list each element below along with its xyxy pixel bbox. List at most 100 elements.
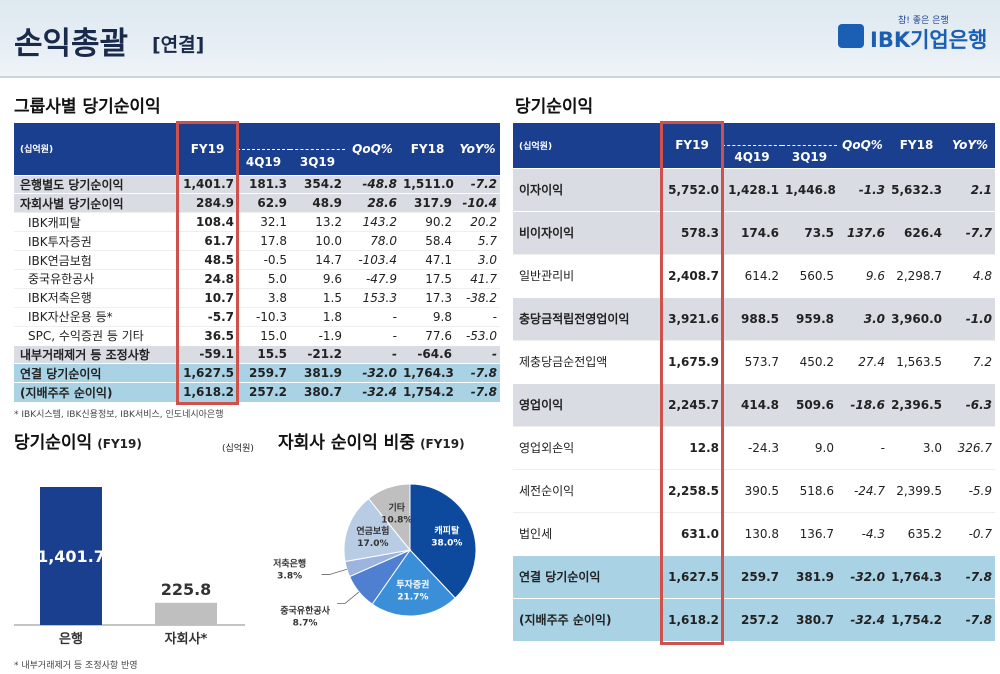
table-cell: -47.9	[365, 271, 397, 286]
table-cell: -32.4	[362, 385, 397, 400]
row-label: 세전순이익	[519, 484, 575, 498]
column-group	[722, 123, 837, 146]
table-cell: 17.3	[425, 290, 452, 305]
table-cell: -7.7	[965, 225, 992, 240]
table-cell: 28.6	[367, 196, 397, 211]
table-cell: 27.4	[858, 354, 885, 369]
table-cell: 36.5	[204, 328, 234, 343]
table-cell: 2,408.7	[668, 268, 719, 283]
table-cell: 143.2	[362, 215, 397, 230]
table-row: 충당금적립전영업이익 3,921.6 988.5 959.8 3.0 3,960.0 -1.…	[513, 297, 995, 340]
unit: (십억원)	[513, 123, 662, 168]
table-cell: -24.3	[747, 440, 779, 455]
table-cell: 13.2	[315, 215, 342, 230]
table-cell: 90.2	[425, 215, 452, 230]
column-header: FY19	[178, 123, 237, 175]
table-cell: 257.2	[741, 612, 779, 627]
table-cell: -59.1	[199, 347, 234, 362]
table-cell: -	[880, 440, 885, 455]
table-cell: 130.8	[744, 526, 779, 541]
category-label: 은행	[59, 631, 83, 647]
row-label: 일반관리비	[519, 269, 575, 283]
pie-slice	[343, 497, 411, 563]
table-row: 이자이익 5,752.0 1,428.1 1,446.8 -1.3 5,632.3 2.1	[513, 168, 995, 211]
slice-label: 중국유한공사	[280, 604, 330, 616]
row-label: 영업외손익	[519, 441, 575, 455]
table-row: (지배주주 순이익) 1,618.2 257.2 380.7 -32.4 1,754.2 -…	[14, 382, 500, 402]
table-cell: 635.2	[907, 526, 942, 541]
table-row: 세전순이익 2,258.5 390.5 518.6 -24.7 2,399.5 -5.9	[513, 469, 995, 512]
table-cell: 9.0	[814, 440, 834, 455]
bar-value-label: 1,401.7	[37, 547, 105, 566]
column-header: 4Q19	[237, 149, 290, 175]
charts: 1,401.7 은행 225.8 자회사* 캐피탈 38.0% 투자증권 21.7% 중국유한공…	[14, 483, 477, 647]
table-row: 내부거래제거 등 조정사항 -59.1 15.5 -21.2 - -64.6 -	[14, 345, 500, 364]
table-cell: 58.4	[425, 234, 452, 249]
slice-value-label: 38.0%	[431, 538, 462, 548]
table-cell: 1,754.2	[403, 385, 454, 400]
header-row: (십억원) FY19 QoQ% FY18 YoY%	[14, 123, 500, 175]
table-cell: 614.2	[744, 268, 779, 283]
table-cell: 137.6	[847, 225, 885, 240]
table-cell: 988.5	[741, 311, 779, 326]
page-subtitle: [연결]	[152, 34, 205, 56]
leader-line	[321, 568, 347, 575]
table-cell: 1,627.5	[183, 366, 234, 381]
table-cell: 17.8	[260, 234, 287, 249]
table-row: 연결 당기순이익 1,627.5 259.7 381.9 -32.0 1,764.3 -7.…	[513, 555, 995, 598]
table-cell: 2,258.5	[668, 483, 719, 498]
table-cell: -24.7	[853, 483, 885, 498]
table-cell: 631.0	[681, 526, 719, 541]
table-cell: -32.0	[850, 569, 885, 584]
table-cell: 2,298.7	[896, 268, 942, 283]
pie-slice	[409, 483, 477, 599]
table-cell: 5.7	[477, 234, 497, 249]
table-cell: 12.8	[689, 440, 719, 455]
table-cell: 108.4	[196, 215, 234, 230]
table-cell: 3.0	[477, 253, 497, 267]
table-cell: 1,675.9	[668, 354, 719, 369]
table-cell: 518.6	[799, 483, 834, 498]
table-cell: 20.2	[470, 215, 497, 230]
table-cell: 259.7	[741, 569, 779, 584]
slice-label: 기타	[389, 502, 406, 514]
table-row: IBK투자증권 61.7 17.8 10.0 78.0 58.4 5.7	[14, 231, 500, 251]
category-label: 자회사*	[165, 631, 208, 647]
table-row: 영업이익 2,245.7 414.8 509.6 -18.6 2,396.5 -6.3	[513, 383, 995, 426]
table-cell: 450.2	[799, 354, 834, 369]
table-cell: -64.6	[417, 347, 452, 362]
table-cell: 381.9	[796, 569, 834, 584]
table-cell: 17.5	[425, 271, 452, 286]
table-cell: -10.4	[462, 196, 497, 211]
pie-slice	[367, 483, 411, 552]
row-label: 자회사별 당기순이익	[20, 196, 124, 211]
table-cell: 509.6	[796, 397, 834, 412]
table-cell: 1,764.3	[403, 366, 454, 381]
table-cell: 1,511.0	[403, 177, 454, 192]
table-cell: 414.8	[741, 397, 779, 412]
row-label: 연결 당기순이익	[20, 366, 102, 381]
table-cell: 573.7	[744, 354, 779, 369]
row-label: SPC, 수익증권 등 기타	[28, 329, 144, 344]
row-label: IBK투자증권	[28, 234, 92, 249]
table-cell: 4.8	[972, 268, 992, 283]
table-cell: 326.7	[957, 440, 992, 455]
column-header: QoQ%	[837, 123, 888, 168]
table-cell: 380.7	[796, 612, 834, 627]
table-cell: 381.9	[304, 366, 342, 381]
table-cell: 3.8	[267, 290, 287, 305]
table-cell: 181.3	[249, 177, 287, 192]
table-cell: 78.0	[370, 234, 397, 249]
data-table: (십억원) FY19 QoQ% FY18 YoY% 4Q19 3Q19 이자이익 5,752.0…	[513, 123, 995, 641]
row-label: 이자이익	[519, 183, 564, 197]
table-cell: -0.7	[968, 526, 992, 541]
pie-chart-heading: 자회사 순이익 비중 (FY19)	[278, 428, 465, 453]
column-header: 3Q19	[290, 149, 345, 175]
table-row: (지배주주 순이익) 1,618.2 257.2 380.7 -32.4 1,754.2 -…	[513, 598, 995, 641]
column-header: QoQ%	[345, 123, 400, 175]
table-cell: 1,618.2	[668, 612, 719, 627]
table-cell: 1,618.2	[183, 385, 234, 400]
table-cell: 1,764.3	[891, 569, 942, 584]
table-cell: -48.8	[362, 177, 397, 192]
logo: IBK기업은행	[870, 28, 988, 52]
